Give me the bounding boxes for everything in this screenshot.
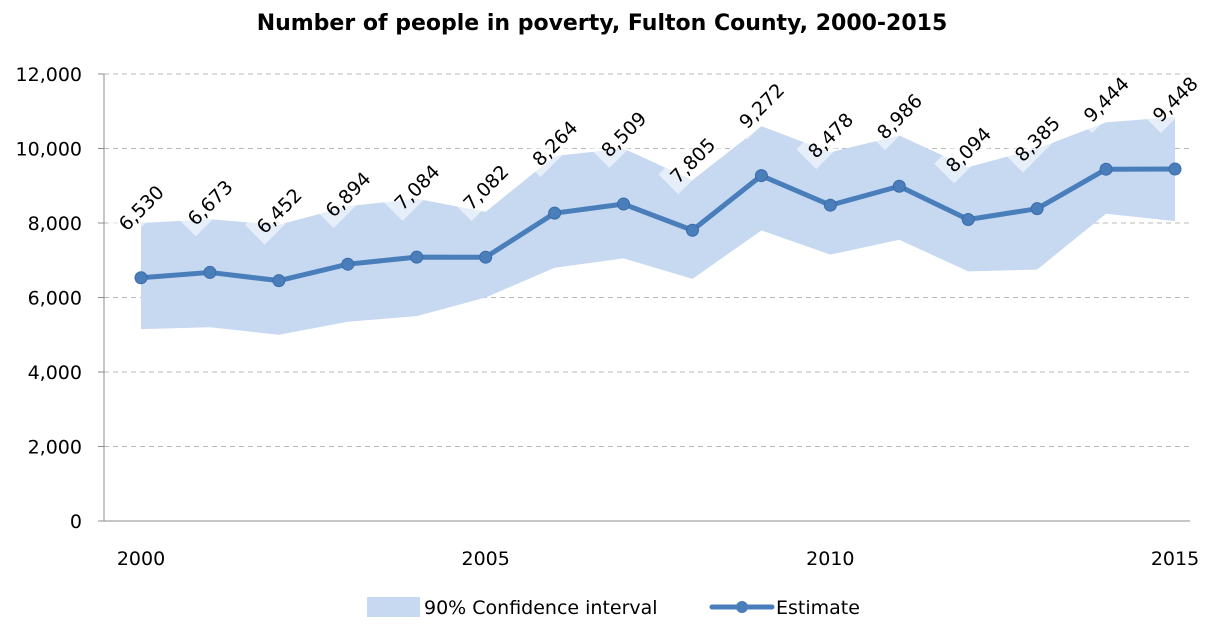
data-label-group: 8,094 bbox=[934, 115, 1003, 184]
legend-swatch-estimate-point bbox=[736, 601, 748, 613]
y-tick-label: 10,000 bbox=[16, 139, 82, 161]
estimate-point bbox=[823, 198, 837, 212]
estimate-point bbox=[203, 265, 217, 279]
x-tick-label: 2010 bbox=[806, 548, 854, 570]
estimate-point bbox=[617, 197, 631, 211]
estimate-point bbox=[134, 271, 148, 285]
data-label-box bbox=[934, 115, 1003, 184]
legend-label-confidence: 90% Confidence interval bbox=[424, 597, 658, 619]
data-label-box bbox=[1141, 65, 1205, 134]
legend: 90% Confidence interval Estimate bbox=[367, 597, 860, 619]
data-label-box bbox=[727, 71, 796, 140]
estimate-point bbox=[410, 250, 424, 264]
legend-label-estimate: Estimate bbox=[776, 597, 860, 619]
y-tick-label: 4,000 bbox=[28, 362, 82, 384]
estimate-series bbox=[134, 162, 1182, 288]
data-label-box bbox=[1003, 104, 1072, 173]
y-tick-label: 12,000 bbox=[16, 64, 82, 86]
estimate-point bbox=[1099, 162, 1113, 176]
data-label-box bbox=[658, 126, 727, 195]
y-tick-label: 6,000 bbox=[28, 288, 82, 310]
x-tick-label: 2000 bbox=[117, 548, 165, 570]
chart-title: Number of people in poverty, Fulton Coun… bbox=[257, 11, 948, 36]
data-label-box bbox=[313, 160, 382, 229]
estimate-line bbox=[138, 166, 1178, 284]
data-label-group: 8,509 bbox=[589, 100, 658, 168]
estimate-point bbox=[754, 169, 768, 183]
estimate-point bbox=[479, 250, 493, 264]
legend-swatch-confidence bbox=[367, 597, 420, 617]
estimate-point bbox=[892, 179, 906, 193]
estimate-point bbox=[1168, 162, 1182, 176]
data-label-box bbox=[1072, 65, 1141, 134]
data-label-box bbox=[589, 100, 658, 168]
data-label-box bbox=[175, 168, 244, 237]
x-tick-label: 2005 bbox=[461, 548, 509, 570]
estimate-point bbox=[961, 212, 975, 226]
data-label-box bbox=[451, 153, 520, 222]
confidence-interval-area bbox=[141, 116, 1175, 335]
x-tick-label: 2015 bbox=[1151, 548, 1199, 570]
axes: 0 2,000 4,000 6,000 8,000 10,000 12,000 2000 200… bbox=[16, 64, 1200, 570]
data-label-box bbox=[520, 109, 589, 178]
estimate-point bbox=[341, 257, 355, 271]
y-tick-label: 2,000 bbox=[28, 437, 82, 459]
estimate-point bbox=[548, 206, 562, 220]
data-label-group: 8,478 bbox=[796, 101, 865, 170]
y-tick-label: 8,000 bbox=[28, 213, 82, 235]
estimate-point bbox=[685, 223, 699, 237]
data-label-box bbox=[244, 176, 313, 245]
data-label-box bbox=[865, 82, 934, 151]
data-label-box bbox=[382, 153, 451, 222]
confidence-band bbox=[141, 116, 1175, 335]
data-label-box bbox=[107, 173, 175, 242]
estimate-point bbox=[272, 274, 286, 288]
y-tick-label: 0 bbox=[70, 511, 82, 533]
estimate-point bbox=[1030, 202, 1044, 216]
data-label-box bbox=[796, 101, 865, 170]
